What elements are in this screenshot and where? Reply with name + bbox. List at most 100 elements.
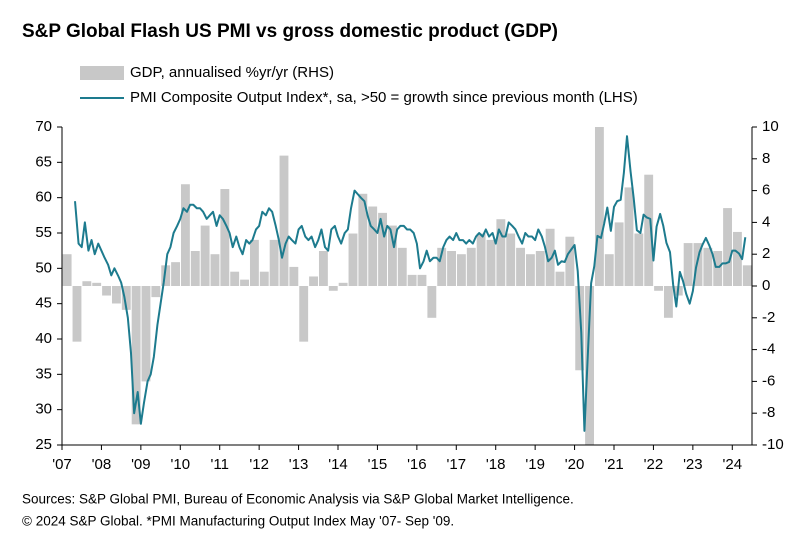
y-tick-label: 60: [35, 189, 52, 206]
gdp-bar: [594, 127, 604, 286]
gdp-bar: [427, 286, 437, 318]
y-tick-label: 50: [35, 259, 52, 276]
x-tick-label: '07: [52, 456, 72, 473]
y2-tick-label: -2: [762, 309, 775, 326]
gdp-bar: [210, 254, 220, 286]
gdp-bar: [447, 251, 456, 286]
y2-tick-label: 6: [762, 182, 770, 199]
x-tick-label: '13: [289, 456, 309, 473]
gdp-bar: [82, 281, 92, 286]
gdp-bar: [437, 247, 447, 286]
x-tick-label: '10: [171, 456, 191, 473]
gdp-bar: [535, 251, 545, 286]
gdp-bar: [328, 286, 338, 291]
y2-tick-label: -10: [762, 436, 784, 453]
gdp-bar: [456, 254, 466, 286]
gdp-bar: [338, 282, 348, 286]
gdp-bar: [486, 239, 496, 286]
gdp-bar: [358, 193, 368, 286]
y-tick-label: 35: [35, 365, 52, 382]
y-tick-label: 25: [35, 436, 52, 453]
x-tick-label: '11: [210, 456, 228, 473]
y2-tick-label: -6: [762, 372, 775, 389]
gdp-bar: [279, 155, 289, 286]
gdp-bar: [565, 236, 575, 286]
gdp-bar: [249, 239, 259, 286]
gdp-bar: [397, 247, 407, 286]
gdp-bar: [703, 247, 713, 286]
gdp-bar: [131, 286, 141, 425]
gdp-bar: [624, 187, 634, 286]
gdp-bar: [111, 286, 121, 304]
gdp-bar: [516, 247, 525, 286]
gdp-bar: [102, 286, 111, 296]
gdp-bar: [309, 276, 318, 286]
gdp-bar: [466, 247, 476, 286]
gdp-bar: [545, 228, 555, 286]
gdp-bar: [663, 286, 673, 318]
gdp-bar: [683, 243, 693, 286]
y2-tick-label: 2: [762, 245, 770, 262]
gdp-bar: [723, 208, 732, 286]
gdp-bar: [348, 233, 358, 286]
chart-title: S&P Global Flash US PMI vs gross domesti…: [22, 21, 558, 42]
gdp-bar: [742, 265, 752, 286]
y2-tick-label: 4: [762, 213, 770, 230]
x-tick-label: '24: [723, 456, 743, 473]
legend-label: GDP, annualised %yr/yr (RHS): [130, 64, 334, 81]
gdp-bar: [407, 274, 417, 286]
y-tick-label: 55: [35, 224, 52, 241]
gdp-bar: [476, 233, 486, 286]
gdp-bar: [368, 206, 378, 286]
gdp-bar: [496, 219, 506, 286]
gdp-bar: [654, 286, 663, 291]
gdp-bar: [318, 251, 328, 286]
x-tick-label: '08: [92, 456, 112, 473]
x-tick-label: '16: [407, 456, 427, 473]
gdp-bar: [713, 251, 723, 286]
gdp-bar: [614, 222, 624, 286]
gdp-bar: [269, 239, 279, 286]
x-tick-label: '20: [565, 456, 585, 473]
gdp-bar: [693, 243, 703, 286]
gdp-bar: [732, 231, 742, 286]
x-tick-label: '23: [683, 456, 703, 473]
gdp-bar: [171, 262, 180, 286]
x-tick-label: '15: [368, 456, 388, 473]
gdp-bar: [200, 225, 210, 286]
x-tick-label: '14: [328, 456, 348, 473]
pmi-line: [74, 135, 747, 432]
y2-tick-label: -8: [762, 404, 775, 421]
x-tick-label: '22: [644, 456, 664, 473]
gdp-bar: [555, 271, 565, 286]
gdp-bar: [141, 286, 151, 382]
x-tick-label: '19: [525, 456, 545, 473]
legend-swatch: [80, 66, 124, 80]
gdp-bar: [417, 274, 427, 286]
copyright-note: © 2024 S&P Global. *PMI Manufacturing Ou…: [22, 514, 454, 529]
gdp-bar: [190, 251, 200, 286]
gdp-bar: [644, 174, 654, 286]
gdp-bar: [585, 286, 594, 445]
gdp-bar: [240, 279, 249, 286]
x-tick-label: '17: [447, 456, 467, 473]
gdp-bar: [161, 265, 171, 286]
y-tick-label: 65: [35, 153, 52, 170]
gdp-bar: [604, 254, 614, 286]
y-tick-label: 40: [35, 330, 52, 347]
y2-tick-label: 10: [762, 118, 779, 135]
gdp-bar: [299, 286, 309, 342]
gdp-bar: [525, 254, 535, 286]
y2-tick-label: -4: [762, 341, 775, 358]
x-tick-label: '09: [131, 456, 151, 473]
gdp-bar: [72, 286, 82, 342]
legend-label: PMI Composite Output Index*, sa, >50 = g…: [130, 89, 638, 106]
gdp-bar: [387, 225, 397, 286]
gdp-bar: [506, 233, 516, 286]
y2-tick-label: 0: [762, 277, 770, 294]
gdp-bar: [220, 189, 230, 286]
gdp-bar: [259, 271, 269, 286]
y2-tick-label: 8: [762, 150, 770, 167]
gdp-bar: [230, 271, 240, 286]
